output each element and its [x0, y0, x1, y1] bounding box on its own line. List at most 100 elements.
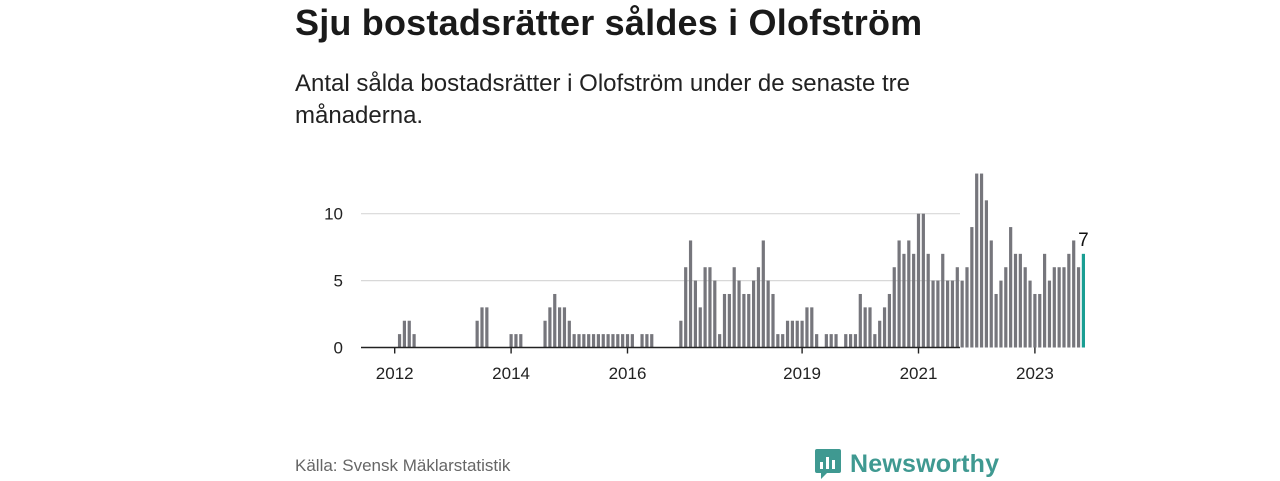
bar: [650, 334, 654, 348]
bar: [548, 307, 552, 348]
bar: [514, 334, 518, 348]
bar: [965, 267, 969, 348]
bar: [863, 307, 867, 348]
x-tick-label: 2014: [492, 364, 530, 383]
bar: [970, 227, 974, 348]
newsworthy-logo-icon: [815, 449, 841, 479]
bar: [713, 280, 717, 348]
bar: [950, 280, 955, 348]
bar: [882, 307, 887, 348]
bar: [553, 293, 557, 348]
bar: [921, 213, 925, 348]
bar: [1047, 280, 1052, 348]
chart-subtitle: Antal sålda bostadsrätter i Olofström un…: [295, 70, 910, 129]
bar: [611, 334, 615, 348]
bar: [718, 334, 722, 348]
bar: [834, 334, 838, 348]
bar: [475, 320, 479, 348]
gridlines: [361, 213, 960, 282]
bar: [558, 307, 562, 348]
bar: [703, 267, 707, 348]
bar: [946, 280, 950, 348]
bar: [732, 267, 736, 348]
bar: [916, 213, 921, 348]
brand-logo[interactable]: Newsworthy: [814, 447, 999, 481]
bar: [844, 334, 848, 348]
bar: [727, 293, 731, 348]
y-tick-label: 5: [334, 272, 343, 291]
bar: [979, 173, 984, 348]
x-tick-label: 2019: [783, 364, 821, 383]
bar: [1018, 253, 1022, 348]
bar: [1038, 293, 1042, 348]
bar: [752, 280, 756, 348]
bar: [737, 280, 741, 348]
bar: [625, 334, 630, 348]
bar: [829, 334, 833, 348]
bar: [509, 334, 513, 348]
bar: [785, 320, 790, 348]
bar: [868, 307, 872, 348]
bar: [810, 307, 814, 348]
bar: [402, 320, 406, 348]
bar: [621, 334, 625, 348]
bar: [679, 320, 683, 348]
bar: [1076, 267, 1081, 348]
bar: [485, 307, 489, 348]
bar: [519, 334, 523, 348]
bar: [645, 334, 649, 348]
bar: [931, 280, 935, 348]
bar: [960, 280, 964, 348]
bar: [907, 240, 911, 348]
bar: [776, 334, 780, 348]
bar: [771, 293, 775, 348]
x-tick-label: 2012: [376, 364, 414, 383]
bar: [849, 334, 853, 348]
bar: [795, 320, 799, 348]
bar: [412, 334, 416, 348]
bar: [756, 267, 761, 348]
bar: [1009, 227, 1013, 348]
data-label-last: 7: [1078, 230, 1089, 251]
bar: [601, 334, 605, 348]
bar: [698, 307, 702, 348]
bar: [815, 334, 819, 348]
bar: [616, 334, 620, 348]
bar: [722, 293, 727, 348]
bar: [926, 253, 930, 348]
bar: [892, 267, 896, 348]
bar: [761, 240, 765, 348]
bar: [567, 320, 571, 348]
bar: [897, 240, 901, 348]
bar: [543, 320, 547, 348]
bar: [630, 334, 634, 348]
bar: [887, 293, 891, 348]
axes: 0 5 10 7 2012 2014 2016 2019 2021 2023: [324, 205, 1089, 383]
bar: [805, 307, 809, 348]
bar: [572, 334, 576, 348]
bar: [989, 240, 993, 348]
brand-name: Newsworthy: [850, 449, 1000, 478]
bar: [1033, 293, 1037, 348]
bar: [591, 334, 596, 348]
bar: [587, 334, 591, 348]
source-note: Källa: Svensk Mäklarstatistik: [295, 456, 511, 475]
bar: [480, 307, 484, 348]
bar: [1062, 267, 1066, 348]
bar: [747, 293, 751, 348]
bar: [824, 334, 828, 348]
bar: [975, 173, 979, 348]
bar: [1067, 253, 1071, 348]
bar: [688, 240, 693, 348]
bar: [407, 320, 411, 348]
bar: [1028, 280, 1032, 348]
bar: [878, 320, 882, 348]
bar: [1023, 267, 1027, 348]
x-tick-label: 2021: [900, 364, 938, 383]
bar-highlight: [1081, 253, 1085, 348]
bar: [955, 267, 959, 348]
bar: [858, 293, 862, 348]
bar: [766, 280, 770, 348]
bar: [582, 334, 586, 348]
